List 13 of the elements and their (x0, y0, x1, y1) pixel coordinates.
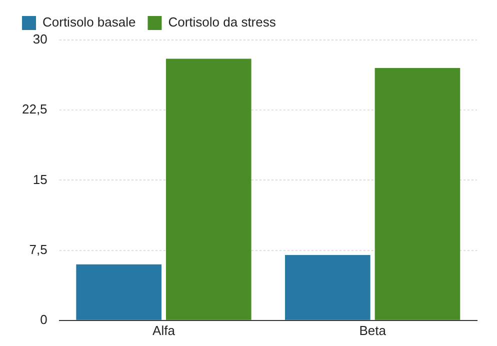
legend-label: Cortisolo da stress (168, 14, 276, 30)
y-tick-label: 7,5 (29, 242, 48, 257)
x-tick-label: Alfa (152, 322, 176, 338)
bar (166, 58, 252, 320)
y-tick-label: 15 (32, 172, 48, 187)
x-tick-label: Beta (359, 322, 387, 338)
bar (374, 68, 460, 320)
y-tick-label: 0 (40, 312, 48, 327)
bar (285, 254, 370, 320)
bar (76, 264, 162, 320)
y-tick-label: 30 (32, 32, 48, 47)
legend-label: Cortisolo basale (42, 14, 136, 30)
y-tick-label: 22,5 (22, 102, 48, 117)
